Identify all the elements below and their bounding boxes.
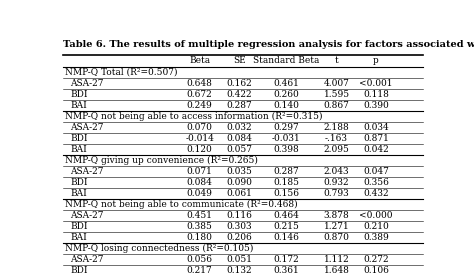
- Text: 0.156: 0.156: [273, 189, 299, 198]
- Text: 4.007: 4.007: [324, 79, 349, 88]
- Text: 2.043: 2.043: [324, 167, 349, 176]
- Text: 0.056: 0.056: [187, 255, 213, 264]
- Text: 0.049: 0.049: [187, 189, 213, 198]
- Text: 0.390: 0.390: [363, 101, 389, 110]
- Text: BAI: BAI: [70, 233, 87, 242]
- Text: 0.084: 0.084: [227, 134, 252, 143]
- Text: 0.215: 0.215: [273, 222, 299, 231]
- Text: NMP-Q losing connectedness (R²=0.105): NMP-Q losing connectedness (R²=0.105): [65, 244, 253, 253]
- Text: 0.042: 0.042: [363, 145, 389, 154]
- Text: 0.061: 0.061: [227, 189, 252, 198]
- Text: 0.146: 0.146: [273, 233, 299, 242]
- Text: 0.432: 0.432: [363, 189, 389, 198]
- Text: ASA-27: ASA-27: [70, 211, 104, 220]
- Text: 0.185: 0.185: [273, 178, 299, 187]
- Text: NMP-Q not being able to access information (R²=0.315): NMP-Q not being able to access informati…: [65, 112, 322, 121]
- Text: 0.422: 0.422: [227, 90, 252, 99]
- Text: 0.870: 0.870: [324, 233, 349, 242]
- Text: 0.249: 0.249: [187, 101, 213, 110]
- Text: BDI: BDI: [70, 134, 88, 143]
- Text: 0.398: 0.398: [273, 145, 299, 154]
- Text: 0.461: 0.461: [273, 79, 299, 88]
- Text: 0.172: 0.172: [273, 255, 299, 264]
- Text: 3.878: 3.878: [324, 211, 349, 220]
- Text: ASA-27: ASA-27: [70, 123, 104, 132]
- Text: 2.188: 2.188: [324, 123, 349, 132]
- Text: 0.035: 0.035: [227, 167, 252, 176]
- Text: 0.287: 0.287: [273, 167, 299, 176]
- Text: 0.206: 0.206: [227, 233, 252, 242]
- Text: BDI: BDI: [70, 266, 88, 275]
- Text: 0.034: 0.034: [363, 123, 389, 132]
- Text: 0.071: 0.071: [187, 167, 213, 176]
- Text: 0.793: 0.793: [324, 189, 349, 198]
- Text: 0.648: 0.648: [187, 79, 213, 88]
- Text: BAI: BAI: [70, 101, 87, 110]
- Text: p: p: [373, 56, 379, 65]
- Text: SE: SE: [233, 56, 246, 65]
- Text: 0.116: 0.116: [227, 211, 252, 220]
- Text: <0.000: <0.000: [359, 211, 393, 220]
- Text: ASA-27: ASA-27: [70, 79, 104, 88]
- Text: ASA-27: ASA-27: [70, 167, 104, 176]
- Text: ASA-27: ASA-27: [70, 255, 104, 264]
- Text: 0.871: 0.871: [363, 134, 389, 143]
- Text: 2.095: 2.095: [324, 145, 349, 154]
- Text: NMP-Q Total (R²=0.507): NMP-Q Total (R²=0.507): [65, 68, 177, 77]
- Text: 0.057: 0.057: [226, 145, 252, 154]
- Text: 0.032: 0.032: [227, 123, 252, 132]
- Text: -.163: -.163: [325, 134, 348, 143]
- Text: t: t: [335, 56, 338, 65]
- Text: BAI: BAI: [70, 145, 87, 154]
- Text: 0.210: 0.210: [363, 222, 389, 231]
- Text: 1.112: 1.112: [324, 255, 349, 264]
- Text: 0.047: 0.047: [363, 167, 389, 176]
- Text: 0.120: 0.120: [187, 145, 213, 154]
- Text: Table 6. The results of multiple regression analysis for factors associated with: Table 6. The results of multiple regress…: [63, 40, 474, 49]
- Text: 0.672: 0.672: [187, 90, 213, 99]
- Text: 0.132: 0.132: [227, 266, 252, 275]
- Text: 0.867: 0.867: [324, 101, 349, 110]
- Text: BAI: BAI: [70, 189, 87, 198]
- Text: 1.595: 1.595: [323, 90, 350, 99]
- Text: 1.648: 1.648: [324, 266, 349, 275]
- Text: -0.031: -0.031: [272, 134, 301, 143]
- Text: 0.389: 0.389: [363, 233, 389, 242]
- Text: 0.297: 0.297: [273, 123, 299, 132]
- Text: 0.140: 0.140: [273, 101, 299, 110]
- Text: Beta: Beta: [189, 56, 210, 65]
- Text: 0.932: 0.932: [324, 178, 349, 187]
- Text: 0.361: 0.361: [273, 266, 299, 275]
- Text: BDI: BDI: [70, 90, 88, 99]
- Text: 0.051: 0.051: [226, 255, 252, 264]
- Text: 0.070: 0.070: [187, 123, 213, 132]
- Text: BDI: BDI: [70, 178, 88, 187]
- Text: NMP-Q giving up convenience (R²=0.265): NMP-Q giving up convenience (R²=0.265): [65, 156, 258, 165]
- Text: <0.001: <0.001: [359, 79, 393, 88]
- Text: 0.180: 0.180: [187, 233, 213, 242]
- Text: 1.271: 1.271: [324, 222, 349, 231]
- Text: 0.451: 0.451: [187, 211, 213, 220]
- Text: 0.303: 0.303: [227, 222, 252, 231]
- Text: BDI: BDI: [70, 222, 88, 231]
- Text: 0.385: 0.385: [187, 222, 213, 231]
- Text: 0.162: 0.162: [227, 79, 252, 88]
- Text: NMP-Q not being able to communicate (R²=0.468): NMP-Q not being able to communicate (R²=…: [65, 200, 297, 209]
- Text: 0.217: 0.217: [187, 266, 213, 275]
- Text: Standard Beta: Standard Beta: [253, 56, 319, 65]
- Text: 0.260: 0.260: [273, 90, 299, 99]
- Text: 0.090: 0.090: [227, 178, 252, 187]
- Text: 0.272: 0.272: [363, 255, 389, 264]
- Text: 0.084: 0.084: [187, 178, 213, 187]
- Text: 0.464: 0.464: [273, 211, 299, 220]
- Text: 0.118: 0.118: [363, 90, 389, 99]
- Text: 0.356: 0.356: [363, 178, 389, 187]
- Text: 0.287: 0.287: [227, 101, 252, 110]
- Text: 0.106: 0.106: [363, 266, 389, 275]
- Text: -0.014: -0.014: [185, 134, 214, 143]
